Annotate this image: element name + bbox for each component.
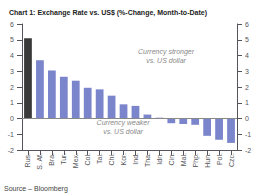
svg-text:5: 5 (10, 36, 14, 43)
svg-text:6: 6 (245, 21, 249, 28)
svg-text:S. Af.: S. Af. (36, 153, 43, 170)
svg-text:2: 2 (10, 84, 14, 91)
svg-text:-2: -2 (8, 147, 14, 154)
svg-text:Bra.: Bra. (48, 153, 55, 166)
svg-text:1: 1 (10, 99, 14, 106)
svg-text:Col.: Col. (84, 153, 91, 166)
svg-text:4: 4 (10, 52, 14, 59)
svg-text:6: 6 (10, 21, 14, 28)
svg-text:-2: -2 (245, 147, 251, 154)
svg-text:Ind.: Ind. (132, 153, 139, 165)
svg-text:Currency weaker: Currency weaker (97, 119, 151, 127)
svg-text:4: 4 (245, 52, 249, 59)
svg-text:Hun.: Hun. (204, 153, 211, 168)
svg-text:2: 2 (245, 84, 249, 91)
svg-text:Czc.: Czc. (228, 153, 235, 167)
svg-text:Tha.: Tha. (144, 153, 151, 167)
svg-text:Kor.: Kor. (120, 153, 127, 166)
svg-text:Chi.: Chi. (108, 153, 115, 166)
svg-text:Tai.: Tai. (96, 153, 103, 164)
svg-text:5: 5 (245, 36, 249, 43)
svg-text:Rus.: Rus. (24, 153, 31, 167)
svg-text:-1: -1 (8, 131, 14, 138)
svg-text:Idn.: Idn. (156, 153, 163, 165)
svg-text:Currency stronger: Currency stronger (138, 48, 195, 56)
svg-text:3: 3 (10, 68, 14, 75)
svg-text:Chart 1: Exchange Rate vs. US$: Chart 1: Exchange Rate vs. US$ (%-Change… (9, 9, 207, 17)
svg-text:0: 0 (10, 115, 14, 122)
svg-text:vs. US dollar: vs. US dollar (103, 128, 143, 135)
svg-text:Mal.: Mal. (180, 153, 187, 166)
svg-text:Tur.: Tur. (60, 153, 67, 165)
svg-text:Source – Bloomberg: Source – Bloomberg (4, 185, 68, 193)
svg-text:3: 3 (245, 68, 249, 75)
svg-text:-1: -1 (245, 131, 251, 138)
svg-text:Php.: Php. (192, 153, 200, 167)
svg-text:Pol.: Pol. (216, 153, 223, 165)
svg-text:0: 0 (245, 115, 249, 122)
svg-text:Mex.: Mex. (72, 153, 79, 168)
svg-text:vs. US dollar: vs. US dollar (146, 57, 186, 64)
svg-text:Cin.: Cin. (168, 153, 175, 166)
svg-text:1: 1 (245, 99, 249, 106)
